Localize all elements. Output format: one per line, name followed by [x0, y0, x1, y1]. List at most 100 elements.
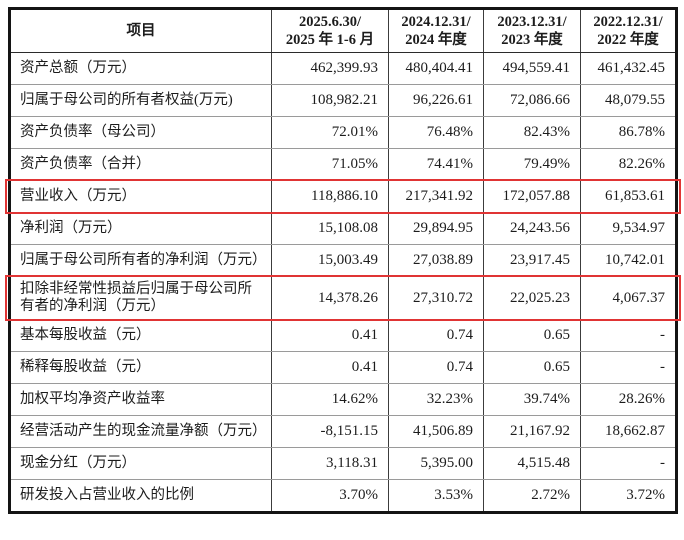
cell-value: 5,395.00	[388, 448, 483, 479]
table-row: 营业收入（万元） 118,886.10 217,341.92 172,057.8…	[5, 179, 681, 214]
column-header-item: 项目	[11, 10, 271, 52]
table-row: 基本每股收益（元） 0.41 0.74 0.65 -	[11, 320, 675, 352]
table-row: 资产负债率（合并） 71.05% 74.41% 79.49% 82.26%	[11, 149, 675, 181]
cell-value: 27,038.89	[388, 245, 483, 276]
table-row: 现金分红（万元） 3,118.31 5,395.00 4,515.48 -	[11, 448, 675, 480]
cell-value: 15,003.49	[271, 245, 388, 276]
cell-value: 461,432.45	[580, 53, 675, 84]
cell-value: -8,151.15	[271, 416, 388, 447]
cell-value: 118,886.10	[271, 181, 388, 212]
cell-value: 15,108.08	[271, 213, 388, 244]
row-label: 研发投入占营业收入的比例	[20, 487, 194, 503]
table-row: 经营活动产生的现金流量净额（万元） -8,151.15 41,506.89 21…	[11, 416, 675, 448]
cell-value: 61,853.61	[580, 181, 675, 212]
cell-value: 108,982.21	[271, 85, 388, 116]
row-label: 稀释每股收益（元）	[20, 359, 151, 375]
cell-value: 86.78%	[580, 117, 675, 148]
cell-value: 21,167.92	[483, 416, 580, 447]
period-date-line: 2024.12.31/	[401, 14, 471, 30]
period-date-line: 2022.12.31/	[593, 14, 663, 30]
row-label: 加权平均净资产收益率	[20, 391, 165, 407]
period-range-line: 2023 年度	[501, 32, 563, 48]
cell-value: 22,025.23	[483, 277, 580, 319]
row-label: 扣除非经常性损益后归属于母公司所有者的净利润（万元）	[20, 281, 252, 314]
cell-value: 0.65	[483, 352, 580, 383]
row-label: 资产总额（万元）	[20, 60, 136, 76]
cell-value: 72.01%	[271, 117, 388, 148]
cell-value: 23,917.45	[483, 245, 580, 276]
cell-value: 2.72%	[483, 480, 580, 511]
cell-value: 79.49%	[483, 149, 580, 180]
cell-value: 72,086.66	[483, 85, 580, 116]
row-label: 营业收入（万元）	[20, 188, 136, 204]
cell-value: 0.65	[483, 320, 580, 351]
row-label: 基本每股收益（元）	[20, 327, 151, 343]
cell-value: 10,742.01	[580, 245, 675, 276]
table-row: 归属于母公司所有者的净利润（万元） 15,003.49 27,038.89 23…	[11, 245, 675, 277]
column-header-period-2023: 2023.12.31/ 2023 年度	[483, 10, 580, 52]
cell-value: 462,399.93	[271, 53, 388, 84]
column-header-item-label: 项目	[126, 23, 156, 39]
table-row: 稀释每股收益（元） 0.41 0.74 0.65 -	[11, 352, 675, 384]
cell-value: 3.53%	[388, 480, 483, 511]
cell-value: 9,534.97	[580, 213, 675, 244]
row-label: 资产负债率（合并）	[20, 156, 151, 172]
row-label: 归属于母公司所有者的净利润（万元）	[20, 252, 267, 268]
cell-value: 24,243.56	[483, 213, 580, 244]
cell-value: 28.26%	[580, 384, 675, 415]
cell-value: 3,118.31	[271, 448, 388, 479]
cell-value: 480,404.41	[388, 53, 483, 84]
cell-value: 71.05%	[271, 149, 388, 180]
cell-value: 494,559.41	[483, 53, 580, 84]
period-range-line: 2022 年度	[597, 32, 659, 48]
cell-value: 74.41%	[388, 149, 483, 180]
financial-summary-table: 项目 2025.6.30/ 2025 年 1-6 月 2024.12.31/ 2…	[5, 7, 681, 514]
cell-value: 0.41	[271, 320, 388, 351]
cell-value: 18,662.87	[580, 416, 675, 447]
table-row: 资产负债率（母公司） 72.01% 76.48% 82.43% 86.78%	[11, 117, 675, 149]
cell-value: 3.72%	[580, 480, 675, 511]
table-row: 净利润（万元） 15,108.08 29,894.95 24,243.56 9,…	[11, 213, 675, 245]
column-header-period-2025: 2025.6.30/ 2025 年 1-6 月	[271, 10, 388, 52]
cell-value: 217,341.92	[388, 181, 483, 212]
table-row: 归属于母公司的所有者权益(万元) 108,982.21 96,226.61 72…	[11, 85, 675, 117]
cell-value: 41,506.89	[388, 416, 483, 447]
cell-value: 76.48%	[388, 117, 483, 148]
table-row: 资产总额（万元） 462,399.93 480,404.41 494,559.4…	[11, 53, 675, 85]
column-header-period-2024: 2024.12.31/ 2024 年度	[388, 10, 483, 52]
row-label: 资产负债率（母公司）	[20, 124, 165, 140]
period-range-line: 2024 年度	[405, 32, 467, 48]
cell-value: 14.62%	[271, 384, 388, 415]
cell-value: -	[580, 320, 675, 351]
cell-value: 48,079.55	[580, 85, 675, 116]
cell-value: 14,378.26	[271, 277, 388, 319]
cell-value: 82.26%	[580, 149, 675, 180]
table-row: 研发投入占营业收入的比例 3.70% 3.53% 2.72% 3.72%	[11, 480, 675, 511]
period-range-line: 2025 年 1-6 月	[285, 32, 375, 48]
table-row: 加权平均净资产收益率 14.62% 32.23% 39.74% 28.26%	[11, 384, 675, 416]
cell-value: 96,226.61	[388, 85, 483, 116]
row-label: 经营活动产生的现金流量净额（万元）	[20, 423, 267, 439]
row-label: 净利润（万元）	[20, 220, 122, 236]
column-header-period-2022: 2022.12.31/ 2022 年度	[580, 10, 675, 52]
cell-value: 3.70%	[271, 480, 388, 511]
cell-value: 4,067.37	[580, 277, 675, 319]
cell-value: 32.23%	[388, 384, 483, 415]
cell-value: 0.74	[388, 352, 483, 383]
row-label: 现金分红（万元）	[20, 455, 136, 471]
cell-value: 0.74	[388, 320, 483, 351]
table-body: 资产总额（万元） 462,399.93 480,404.41 494,559.4…	[5, 53, 681, 511]
cell-value: -	[580, 352, 675, 383]
cell-value: 0.41	[271, 352, 388, 383]
table-header-row: 项目 2025.6.30/ 2025 年 1-6 月 2024.12.31/ 2…	[11, 10, 675, 53]
cell-value: 82.43%	[483, 117, 580, 148]
cell-value: 172,057.88	[483, 181, 580, 212]
cell-value: 27,310.72	[388, 277, 483, 319]
period-date-line: 2023.12.31/	[497, 14, 567, 30]
table-row: 扣除非经常性损益后归属于母公司所有者的净利润（万元） 14,378.26 27,…	[5, 275, 681, 321]
cell-value: 4,515.48	[483, 448, 580, 479]
period-date-line: 2025.6.30/	[298, 14, 362, 30]
cell-value: 39.74%	[483, 384, 580, 415]
row-label: 归属于母公司的所有者权益(万元)	[20, 92, 233, 108]
